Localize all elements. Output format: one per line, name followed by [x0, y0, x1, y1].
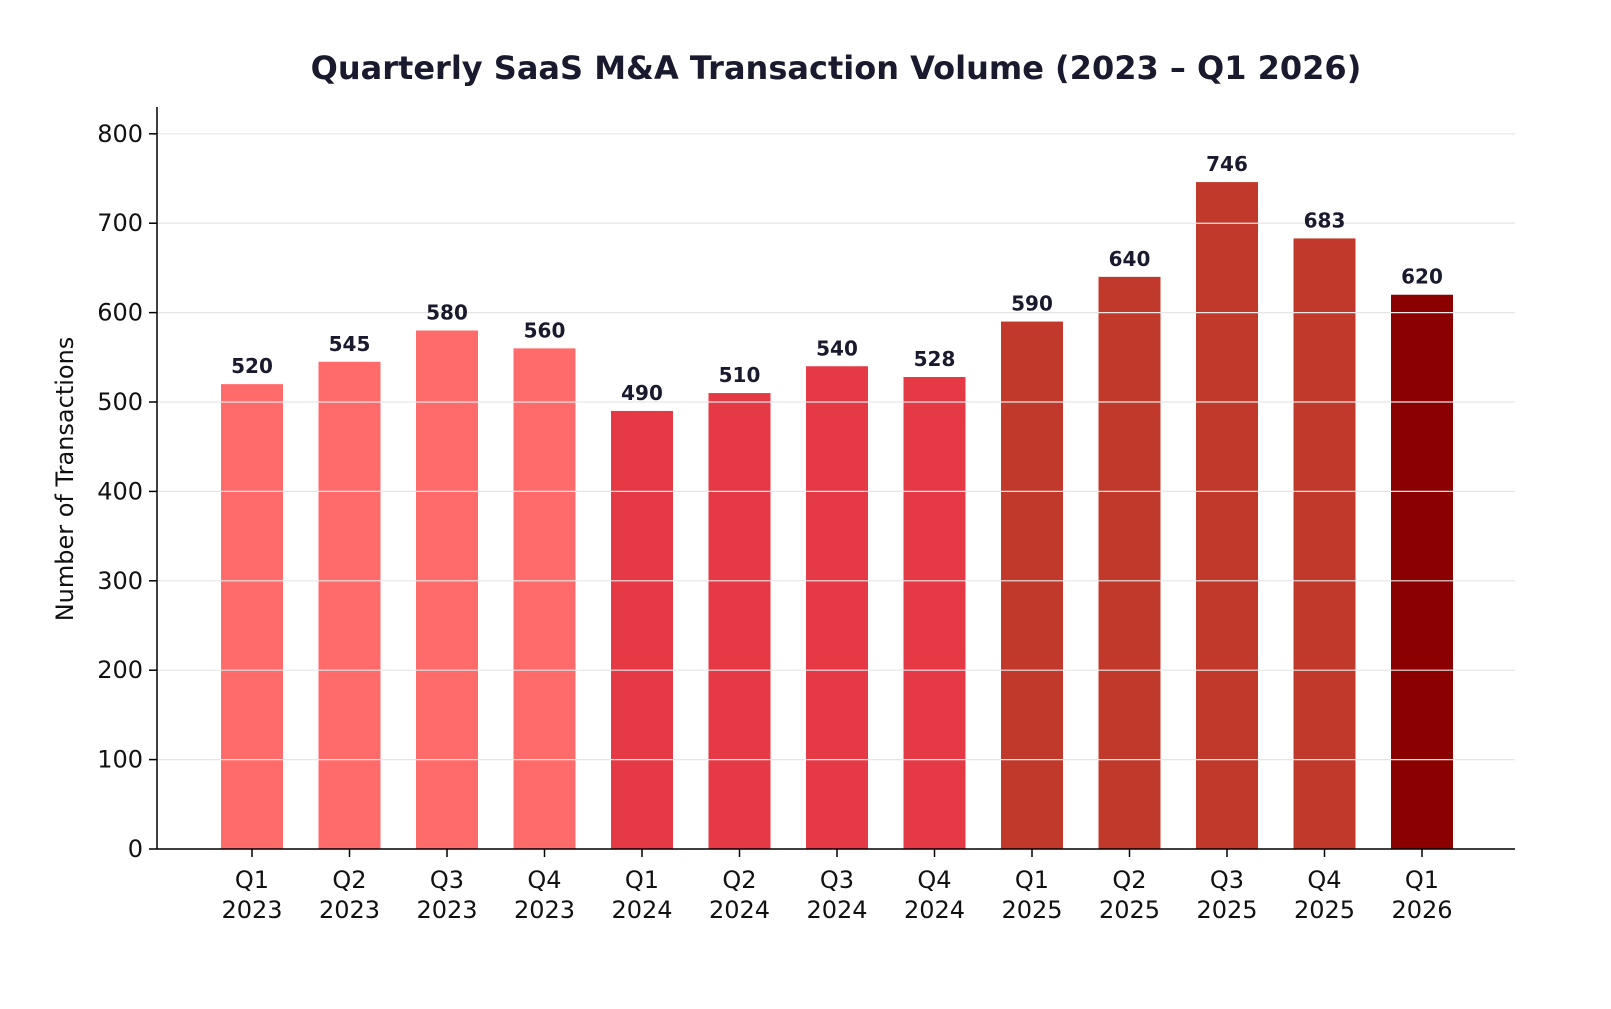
x-tick-label: Q1 2023 — [221, 866, 282, 924]
x-tick-label: Q1 2024 — [611, 866, 672, 924]
data-label: 580 — [426, 300, 468, 324]
data-label: 640 — [1109, 247, 1151, 271]
data-label: 560 — [524, 318, 566, 342]
bar — [1293, 238, 1356, 850]
data-label: 528 — [914, 347, 956, 371]
data-label: 540 — [816, 336, 858, 360]
bar — [1391, 294, 1453, 849]
y-axis-label: Number of Transactions — [51, 337, 79, 622]
chart-title: Quarterly SaaS M&A Transaction Volume (2… — [311, 49, 1362, 87]
bar — [903, 376, 966, 849]
data-label: 520 — [231, 354, 273, 378]
x-tick-label: Q1 2026 — [1391, 866, 1452, 924]
bar — [1098, 276, 1161, 849]
data-label: 683 — [1304, 208, 1346, 232]
bar — [221, 384, 283, 849]
y-tick-label: 500 — [97, 388, 143, 416]
y-tick-label: 200 — [97, 656, 143, 684]
bar — [513, 348, 576, 849]
data-label: 490 — [621, 381, 663, 405]
data-label: 545 — [329, 332, 371, 356]
x-tick-label: Q2 2024 — [709, 866, 770, 924]
y-tick-label: 0 — [128, 835, 143, 863]
x-tick-label: Q2 2025 — [1099, 866, 1160, 924]
y-tick-label: 300 — [97, 567, 143, 595]
bar — [1001, 321, 1063, 850]
x-tick-label: Q4 2025 — [1294, 866, 1355, 924]
x-tick-label: Q1 2025 — [1001, 866, 1062, 924]
bar — [806, 366, 868, 849]
bar — [1196, 182, 1258, 849]
data-label: 590 — [1011, 292, 1053, 316]
data-label: 510 — [719, 363, 761, 387]
x-tick-label: Q4 2024 — [904, 866, 965, 924]
y-tick-label: 600 — [97, 299, 143, 327]
y-tick-label: 700 — [97, 209, 143, 237]
y-tick-label: 800 — [97, 120, 143, 148]
y-tick-label: 400 — [97, 477, 143, 505]
data-label: 746 — [1206, 152, 1248, 176]
x-tick-label: Q3 2024 — [806, 866, 867, 924]
x-tick-label: Q3 2023 — [416, 866, 477, 924]
data-label: 620 — [1401, 265, 1443, 289]
bar — [318, 361, 381, 849]
x-tick-label: Q4 2023 — [514, 866, 575, 924]
x-tick-label: Q2 2023 — [319, 866, 380, 924]
x-tick-label: Q3 2025 — [1196, 866, 1257, 924]
bar — [611, 410, 673, 849]
bar — [416, 330, 478, 849]
bar — [708, 393, 771, 849]
y-tick-label: 100 — [97, 746, 143, 774]
